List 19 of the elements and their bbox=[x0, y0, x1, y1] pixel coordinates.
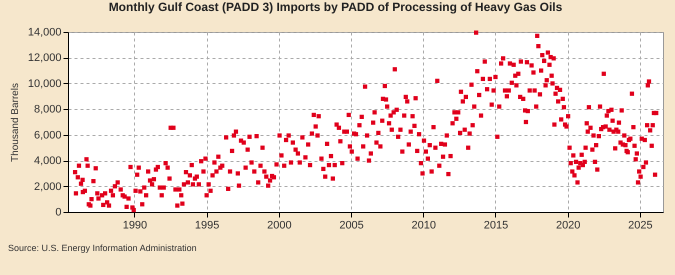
x-tick-label: 1995 bbox=[194, 220, 220, 232]
x-tick-label: 2005 bbox=[339, 220, 364, 232]
y-tick-label: 2,000 bbox=[34, 180, 62, 193]
y-tick-label: 12,000 bbox=[28, 52, 62, 64]
y-tick-label: 6,000 bbox=[34, 129, 62, 142]
y-tick-label: 14,000 bbox=[28, 26, 62, 38]
x-tick-label: 2020 bbox=[556, 220, 580, 232]
x-tick-label: 2010 bbox=[412, 220, 436, 232]
y-tick-label: 0 bbox=[55, 206, 62, 218]
x-tick-label: 2025 bbox=[628, 220, 653, 232]
y-tick-label: 10,000 bbox=[28, 78, 62, 90]
x-tick-label: 2015 bbox=[484, 220, 508, 232]
source-note: Source: U.S. Energy Information Administration bbox=[8, 243, 197, 253]
y-axis-title: Thousand Barrels bbox=[10, 83, 21, 162]
x-tick-label: 2000 bbox=[267, 220, 292, 232]
y-tick-label: 8,000 bbox=[34, 104, 62, 116]
y-tick-label: 4,000 bbox=[34, 155, 62, 168]
x-tick-label: 1990 bbox=[122, 220, 148, 232]
chart-title: Monthly Gulf Coast (PADD 3) Imports by PADD of Processing of Heavy Gas Oils bbox=[108, 0, 563, 14]
